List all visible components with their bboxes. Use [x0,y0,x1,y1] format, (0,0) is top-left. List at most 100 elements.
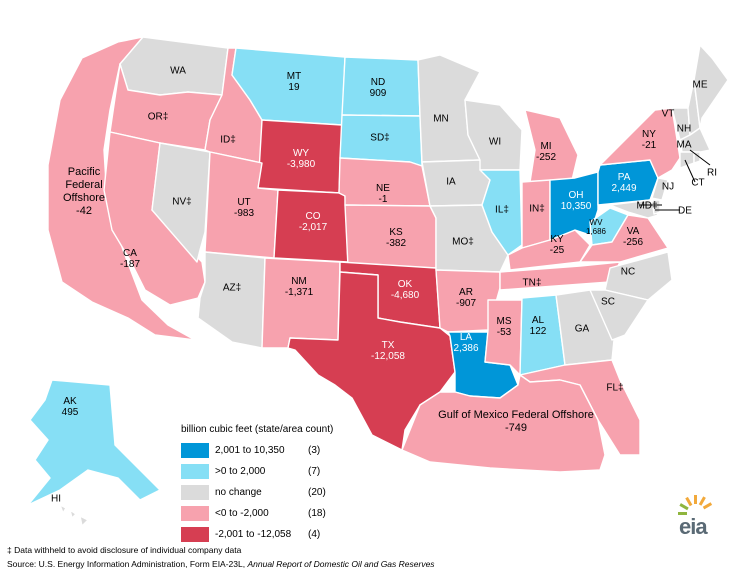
source-title: Annual Report of Domestic Oil and Gas Re… [247,559,435,569]
ne-value: -1 [378,194,388,205]
legend-label: 2,001 to 10,350 [215,445,285,456]
ut-value: -983 [233,208,255,219]
ar-name: AR [459,287,473,298]
pacific-name-line1: Pacific [67,166,101,178]
ne-name: NE [376,183,390,194]
nm-value: -1,371 [284,287,314,298]
region-gulf-offshore[interactable] [401,374,606,473]
state-va[interactable] [579,214,669,263]
label-vt: VT [661,108,675,120]
state-sc[interactable] [589,289,649,341]
label-in: IN‡ [529,203,545,215]
co-name: CO [305,211,321,222]
mt-name: MT [286,71,302,82]
label-wy: WY -3,980 [287,148,315,170]
ny-name: NY [642,129,656,140]
va-value: -256 [622,237,644,248]
label-co: CO -2,017 [299,211,327,233]
wy-value: -3,980 [286,159,316,170]
label-nj: NJ [661,181,675,193]
ms-value: -53 [496,327,512,338]
label-nv: NV‡ [172,196,192,208]
state-ak[interactable] [27,379,161,506]
source-prefix: Source: U.S. Energy Information Administ… [7,559,248,569]
state-tx[interactable] [287,271,456,451]
label-ut: UT -983 [234,197,254,219]
region-pacific-offshore[interactable] [47,36,196,341]
mi-value: -252 [535,152,557,163]
ks-name: KS [389,227,403,238]
label-wv: WV 1,686 [586,218,606,236]
gulf-name: Gulf of Mexico Federal Offshore [438,409,594,421]
state-ri[interactable] [693,151,701,164]
label-de: DE [678,205,692,217]
mi-name: MI [540,141,552,152]
pacific-value: -42 [76,205,92,217]
ks-value: -382 [385,238,407,249]
nd-name: ND [370,77,386,88]
label-nm: NM -1,371 [285,276,313,298]
label-ia: IA [446,176,456,188]
legend-swatch [181,464,209,479]
footnote-withheld: ‡ Data withheld to avoid disclosure of i… [7,545,242,555]
label-sc: SC [601,296,615,308]
label-ct: CT [691,177,705,189]
ar-value: -907 [455,298,477,309]
label-tx: TX -12,058 [371,340,405,362]
pa-name: PA [617,172,631,183]
state-nc[interactable] [604,251,673,301]
state-il[interactable] [479,169,523,256]
legend-row: >0 to 2,000 (7) [181,462,351,483]
legend-row: 2,001 to 10,350 (3) [181,441,351,462]
tx-name: TX [381,340,395,351]
label-al: AL 122 [530,315,547,337]
label-ca: CA -187 [120,248,140,270]
label-gulf-offshore: Gulf of Mexico Federal Offshore -749 [438,409,594,435]
legend-swatch [181,506,209,521]
legend-count: (3) [308,445,321,456]
leader-lines [640,149,711,211]
label-ky: KY -25 [550,234,564,256]
ky-value: -25 [549,245,565,256]
label-ma: MA [676,139,692,151]
ca-name: CA [123,248,137,259]
al-name: AL [531,315,545,326]
state-nm[interactable] [261,257,341,349]
legend-title: billion cubic feet (state/area count) [181,424,334,435]
label-va: VA -256 [623,226,643,248]
legend-row: no change (20) [181,483,351,504]
mt-value: 19 [288,82,300,93]
wv-value: 1,686 [585,227,607,236]
ok-name: OK [397,279,413,290]
label-mt: MT 19 [287,71,301,93]
legend-swatch [181,485,209,500]
label-md: MD‡ [636,200,658,212]
source-line: Source: U.S. Energy Information Administ… [7,559,435,569]
legend-count: (20) [308,487,326,498]
legend-count: (4) [308,529,321,540]
legend-count: (7) [308,466,321,477]
label-oh: OH 10,350 [561,190,592,212]
label-me: ME [692,79,708,91]
label-hi: HI [51,493,61,505]
oh-name: OH [568,190,584,201]
gulf-value: -749 [504,422,528,434]
label-wi: WI [488,136,502,148]
legend-label: <0 to -2,000 [215,508,269,519]
state-nj[interactable] [651,177,669,201]
legend-swatch [181,527,209,542]
state-hi[interactable] [59,504,89,527]
eia-logo-icon [678,495,713,515]
label-mn: MN [433,113,449,125]
la-value: 2,386 [453,343,479,354]
label-ne: NE -1 [376,183,390,205]
label-ny: NY -21 [642,129,656,151]
co-value: -2,017 [298,222,328,233]
legend-label: no change [215,487,262,498]
label-ms: MS -53 [497,316,512,338]
state-az[interactable] [197,251,266,349]
nm-name: NM [291,276,307,287]
state-ky[interactable] [507,229,591,271]
label-sd: SD‡ [370,132,390,144]
